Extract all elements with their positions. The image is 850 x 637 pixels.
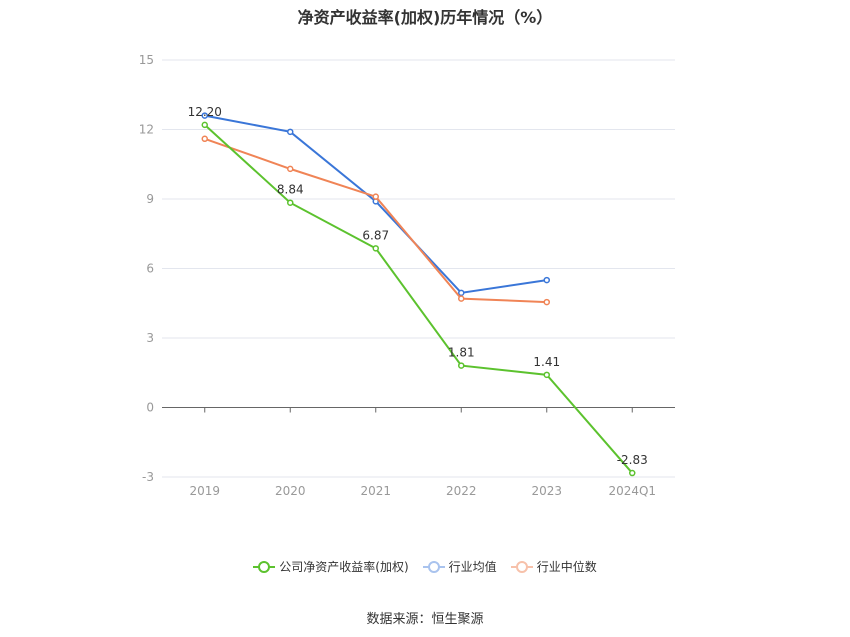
- x-tick-label: 2019: [189, 484, 220, 498]
- data-point: [201, 121, 208, 129]
- x-tick-label: 2022: [446, 484, 477, 498]
- data-point: [458, 295, 465, 302]
- legend-item-industry-mean[interactable]: 行业均值: [422, 558, 497, 575]
- y-tick-label: 6: [146, 262, 154, 276]
- data-point: [543, 276, 550, 284]
- chart-title: 净资产收益率(加权)历年情况（%）: [297, 8, 553, 27]
- legend-label-industry-median: 行业中位数: [536, 560, 597, 574]
- data-point: [543, 298, 550, 306]
- data-point: [458, 289, 465, 297]
- x-tick-label: 2021: [360, 484, 391, 498]
- data-label: 8.84: [277, 183, 304, 197]
- chart-legend: 公司净资产收益率(加权) 行业均值 行业中位数: [0, 558, 850, 575]
- data-label: 1.81: [448, 346, 475, 360]
- data-label: 1.41: [533, 355, 560, 369]
- data-point: [372, 193, 379, 200]
- data-label: 12.20: [188, 105, 222, 119]
- legend-swatch-industry-median: [510, 560, 533, 573]
- data-point: [201, 135, 208, 143]
- legend-label-company: 公司净资产收益率(加权): [279, 560, 409, 574]
- y-tick-label: 9: [146, 192, 154, 206]
- legend-item-industry-median[interactable]: 行业中位数: [510, 558, 597, 575]
- legend-item-company[interactable]: 公司净资产收益率(加权): [253, 558, 409, 575]
- data-point: [543, 371, 550, 379]
- data-point: [287, 128, 294, 136]
- data-point: [201, 112, 208, 119]
- data-point: [629, 469, 636, 477]
- line-chart: 15 12 9 6 3 0 -3 2019 2020 2021 2022 2023 2024Q1 12.2…: [139, 53, 675, 498]
- x-tick-label: 2023: [531, 484, 562, 498]
- data-point: [372, 245, 379, 252]
- legend-swatch-company: [253, 560, 276, 573]
- y-tick-label: -3: [142, 470, 154, 484]
- data-point: [287, 165, 294, 173]
- x-tick-label: 2024Q1: [608, 484, 656, 498]
- data-source-note: 数据来源：恒生聚源: [366, 612, 484, 627]
- y-tick-label: 0: [146, 401, 154, 415]
- data-label: -2.83: [617, 453, 648, 467]
- y-tick-label: 12: [139, 123, 154, 137]
- legend-label-industry-mean: 行业均值: [448, 560, 497, 574]
- data-label: 6.87: [362, 228, 389, 242]
- data-point: [287, 199, 294, 206]
- data-point: [458, 362, 465, 369]
- y-tick-label: 15: [139, 53, 154, 67]
- legend-swatch-industry-mean: [422, 560, 445, 573]
- series-line: [204, 137, 547, 304]
- y-tick-label: 3: [146, 331, 154, 345]
- x-tick-label: 2020: [275, 484, 306, 498]
- series-line: [204, 124, 634, 474]
